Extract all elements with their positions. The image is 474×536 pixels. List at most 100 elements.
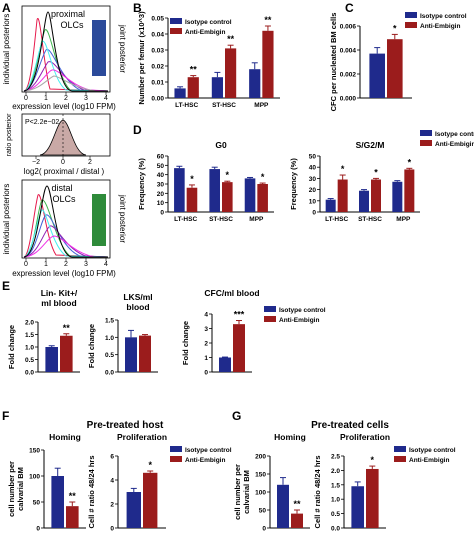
y-tick-label: 0.04 (151, 32, 164, 39)
legend-swatch (405, 12, 417, 18)
legend-swatch (170, 446, 182, 452)
x-tick-label: LT-HSC (174, 216, 197, 223)
y-tick-label: 20 (157, 191, 165, 198)
legend-label: Anti-Embigin (185, 29, 225, 36)
bar-anti-embigin (139, 335, 151, 372)
density-curve (23, 29, 109, 92)
y-tick-label: 0.0 (25, 370, 34, 377)
significance-marker: ** (69, 491, 77, 501)
y-axis-label: Fold change (181, 321, 190, 365)
significance-marker: * (341, 164, 345, 174)
panel-a-mid-ylabel: ratio posterior (6, 113, 13, 156)
legend: Isotype control Anti-Embigin (170, 18, 232, 36)
panel-a-top-curves (23, 11, 109, 92)
chart-b: 0.00 0.01 0.02 0.03 0.04 0.05 Number per femur… (137, 11, 280, 109)
chart-title-line: Homing (49, 432, 81, 442)
legend-swatch (405, 22, 417, 28)
panel-a-bottom-xlabel: expression level (log10 FPM) (12, 269, 116, 278)
legend-label: Anti-Embigin (185, 457, 225, 464)
olc-legend-box-distal (92, 194, 106, 246)
chart-title-line: blood (126, 302, 149, 312)
x-tick-label: 1 (44, 95, 48, 102)
bar-anti-embigin (186, 187, 198, 212)
chart-title-line: S/G2/M (356, 140, 385, 150)
y-tick-label: 0.004 (340, 48, 357, 55)
y-axis-label-line: Fold change (7, 325, 16, 369)
legend: Isotype control Anti-Embigin (170, 446, 232, 464)
y-axis-label-line: Number per femur (x10^3) (137, 11, 146, 105)
y-axis-label: Frequency (%) (137, 158, 146, 210)
bar-anti-embigin (262, 30, 274, 98)
density-curve (23, 194, 109, 258)
x-tick-label: LT-HSC (175, 102, 198, 109)
y-tick-label: 0.000 (340, 96, 357, 103)
legend: Isotype control Anti-Embigin (264, 306, 326, 324)
bar-anti-embigin (366, 468, 379, 528)
y-axis-label: CFC per nucleated BM cells (329, 13, 338, 112)
density-curve (23, 185, 108, 258)
legend-label: Anti-Embigin (435, 141, 474, 148)
y-tick-label: 0.01 (151, 80, 164, 87)
olc-legend-box (92, 20, 106, 76)
y-tick-label: 4 (110, 478, 114, 485)
y-axis-label-line: Cell # ratio 48/24 hrs (87, 456, 96, 529)
chart-title: Lin- Kit+/ml blood (41, 288, 78, 308)
ratio-posterior-fill (39, 119, 87, 156)
panel-letter-d: D (133, 123, 142, 137)
bar-anti-embigin (371, 179, 381, 212)
bar-anti-embigin (225, 48, 237, 98)
y-tick-label: 150 (29, 448, 40, 455)
panel-letter-a: A (2, 1, 11, 15)
y-axis-label-line: cell number per (7, 461, 16, 517)
y-tick-label: 60 (157, 154, 165, 161)
y-tick-label: 0.002 (340, 72, 357, 79)
bar-isotype (174, 88, 186, 98)
legend-swatch (420, 130, 432, 136)
bar-anti-embigin (387, 39, 403, 98)
panel-a-top-ylabel: individual posteriors (2, 14, 11, 85)
legend-label: Anti-Embigin (279, 317, 319, 324)
x-tick-label: 3 (84, 95, 88, 102)
legend: Isotype control Anti-Embigin (394, 446, 456, 464)
chart-f2: 0 2 4 6 Cell # ratio 48/24 hrs Proliferation *… (87, 432, 232, 533)
y-tick-label: 1.0 (25, 345, 34, 352)
chart-e3: 0 1 2 3 4 Fold change CFC/ml blood *** Isotype c… (181, 288, 326, 377)
density-curve (23, 69, 109, 92)
y-tick-label: 3 (204, 326, 208, 333)
y-tick-label: 0 (312, 210, 316, 217)
density-curve (23, 209, 109, 258)
y-tick-label: 2.5 (331, 454, 340, 461)
chart-title-line: ml blood (41, 298, 76, 308)
chart-title-line: G0 (215, 140, 227, 150)
panel-a-bottom-curves (23, 185, 109, 258)
bar-anti-embigin (337, 179, 348, 212)
panel-a-mid-annotation: P<2.2e−02 (25, 119, 59, 126)
density-curve (23, 235, 95, 258)
y-tick-label: 0 (204, 370, 208, 377)
bar-anti-embigin (66, 506, 79, 528)
legend-label: Isotype control (279, 307, 326, 314)
x-tick-label: MPP (249, 216, 264, 223)
panel-letter-f: F (2, 409, 9, 423)
bar-isotype (126, 492, 141, 528)
y-axis-label: cell number percalvarial BM (7, 461, 25, 517)
panel-letter-e: E (2, 279, 10, 293)
legend-label: Isotype control (409, 447, 456, 454)
y-axis-label-line: Frequency (%) (137, 158, 146, 210)
y-tick-label: 4 (204, 312, 208, 319)
y-axis-label-line: CFC per nucleated BM cells (329, 13, 338, 112)
panel-a-bottom-ylabel-right: joint posterior (118, 194, 127, 243)
density-curve (23, 214, 109, 258)
chart-title: S/G2/M (356, 140, 385, 150)
x-tick-label: ST-HSC (209, 216, 233, 223)
y-tick-label: 1.5 (105, 318, 114, 325)
chart-title-line: LKS/ml (123, 292, 152, 302)
legend-label: Isotype contro (435, 131, 474, 138)
bar-isotype (174, 168, 185, 212)
y-tick-label: 10 (157, 200, 165, 207)
legend-swatch (170, 18, 182, 24)
significance-marker: * (190, 174, 194, 184)
panel-a-top-ylabel-right: joint posterior (118, 24, 127, 73)
